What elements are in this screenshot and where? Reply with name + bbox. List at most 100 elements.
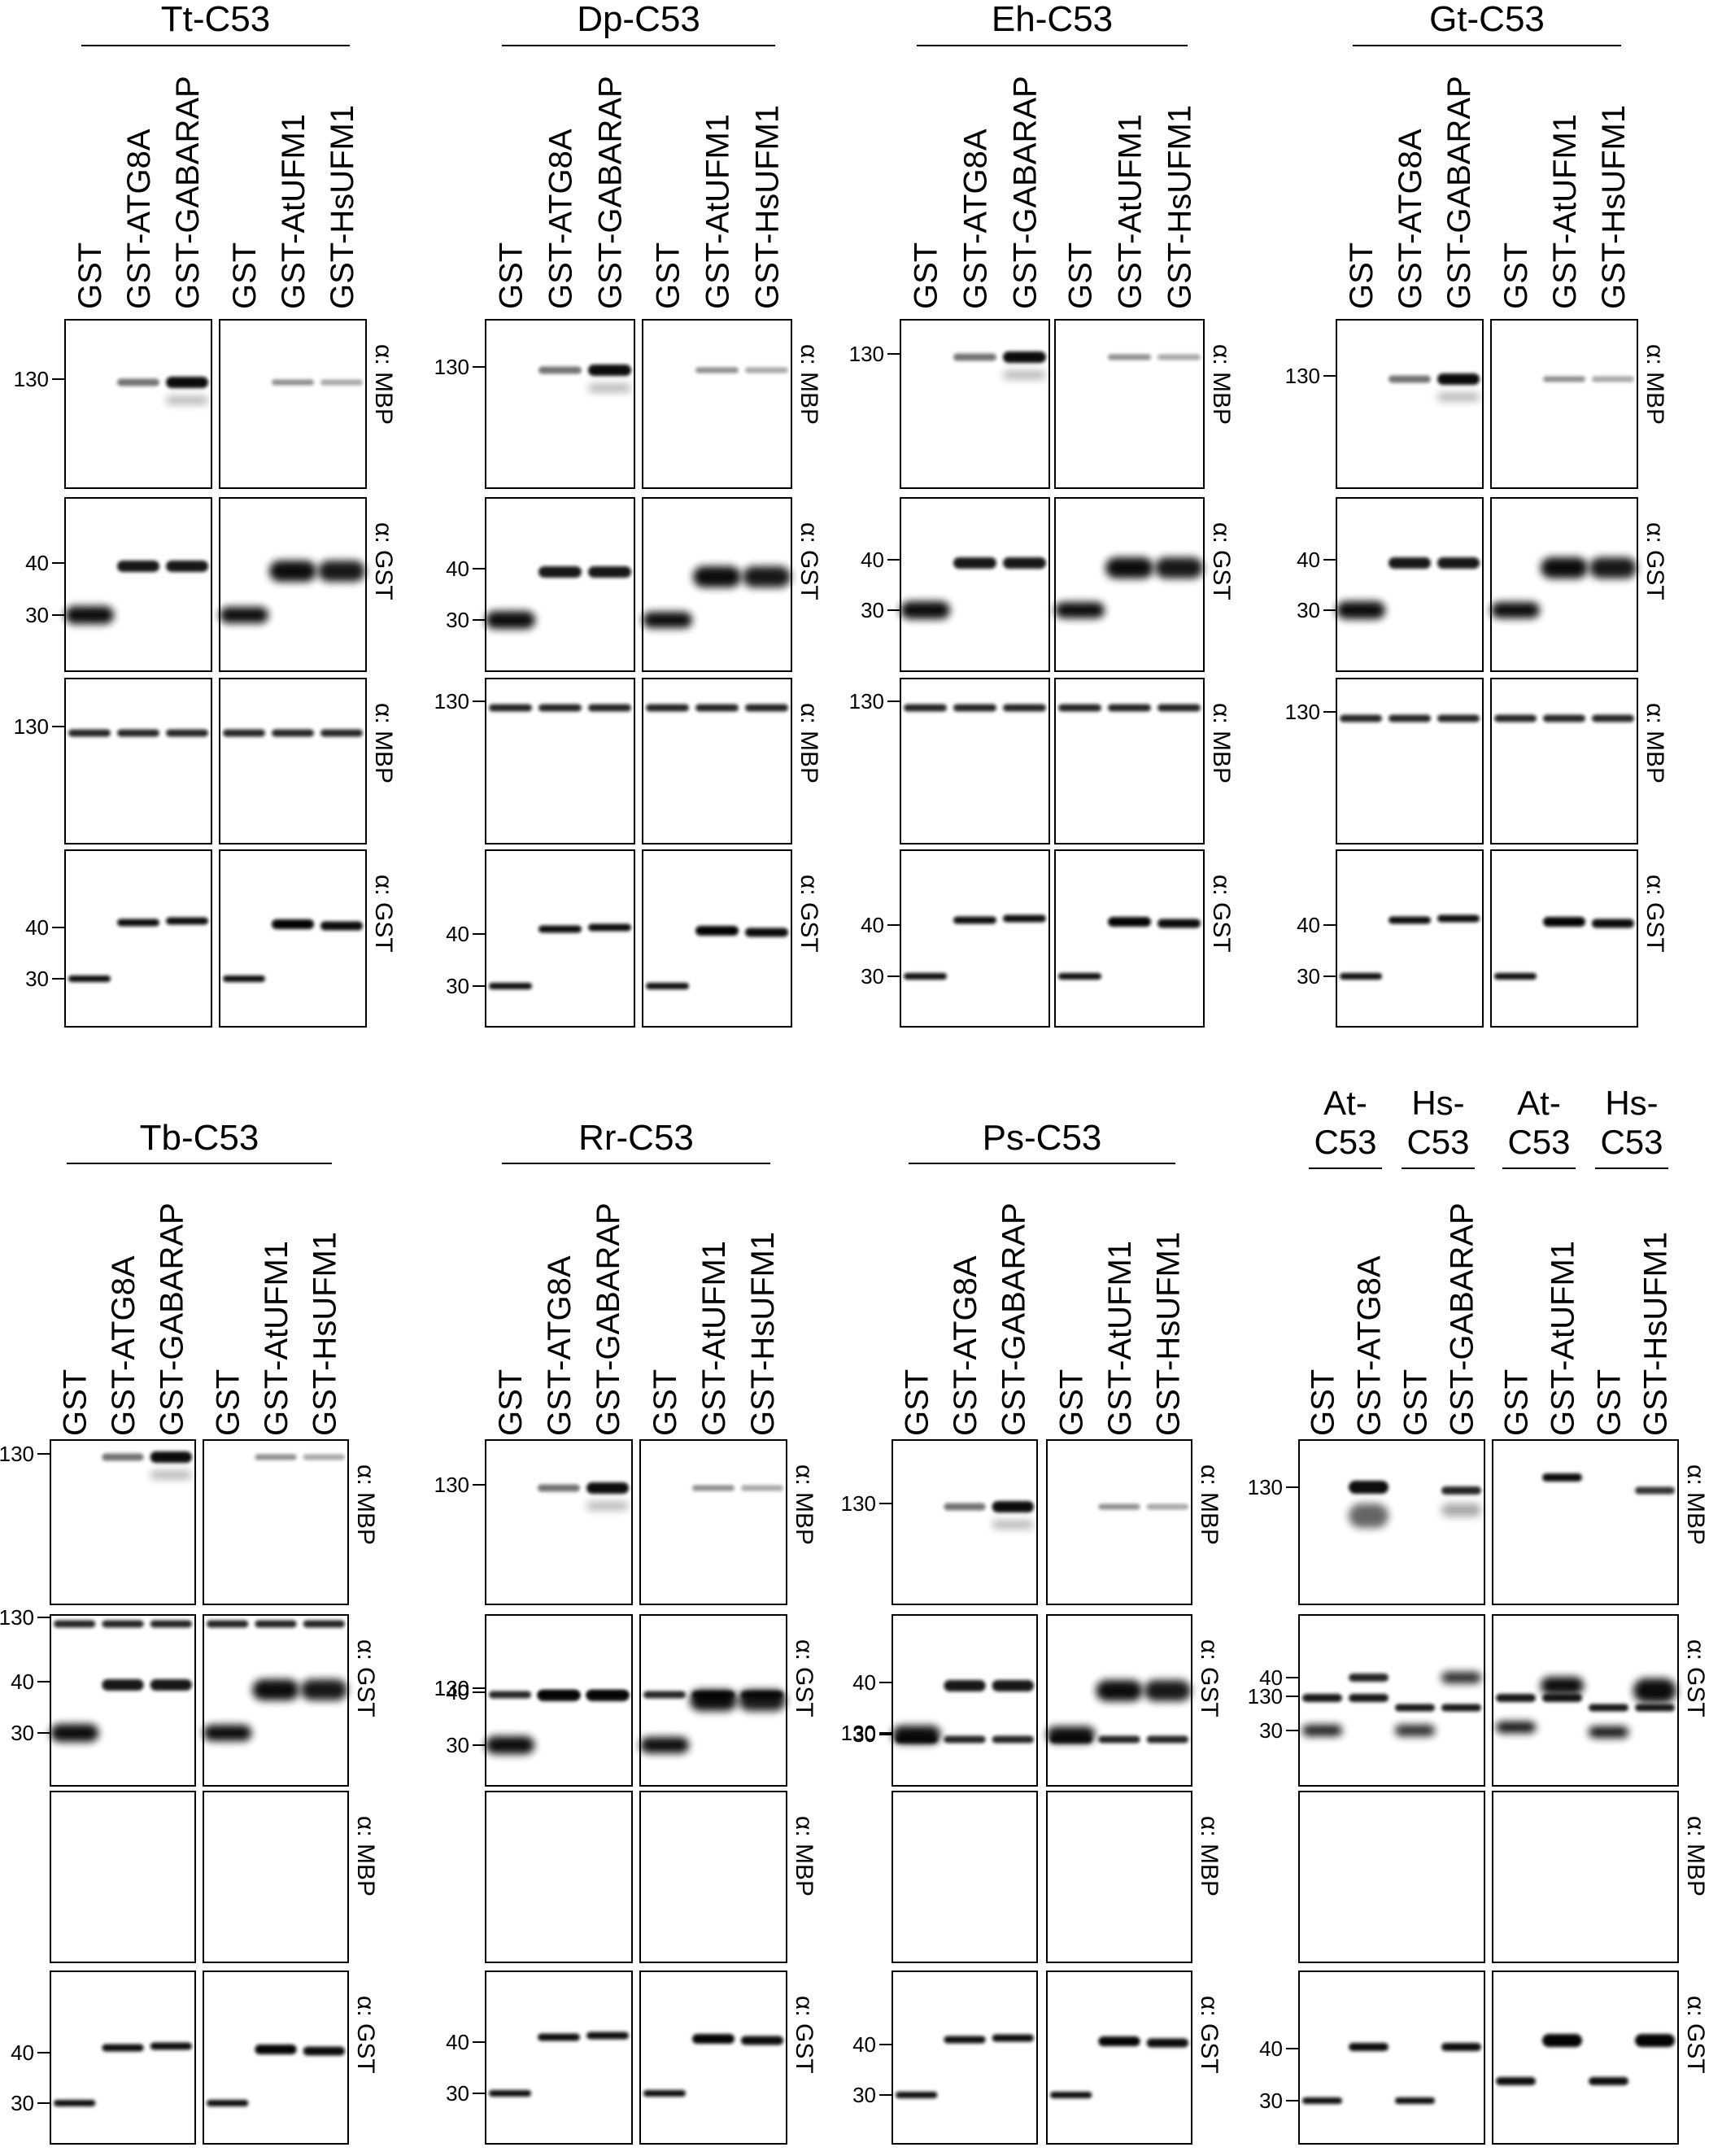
- lane-label: GST-ATG8A: [121, 129, 157, 309]
- band: [1050, 2092, 1092, 2098]
- band: [992, 1680, 1034, 1691]
- band: [1633, 1678, 1676, 1703]
- antibody-label: α: GST: [370, 875, 397, 953]
- lane-label: GST-ATG8A: [948, 1255, 983, 1436]
- panel-title: Gt-C53: [1429, 0, 1545, 39]
- blot-box-left: [900, 319, 1050, 489]
- band: [538, 566, 582, 578]
- antibody-label: α: MBP: [791, 1816, 817, 1896]
- band: [203, 1725, 252, 1741]
- band: [207, 1620, 249, 1628]
- blot-box-left: [485, 319, 635, 489]
- marker-label: 130: [849, 689, 884, 714]
- band: [588, 384, 631, 392]
- band: [1541, 1677, 1584, 1695]
- panel-title: Tb-C53: [140, 1118, 259, 1158]
- lane-label: GST-HsUFM1: [1150, 1232, 1186, 1436]
- band: [904, 704, 947, 712]
- marker-label: 130: [14, 714, 49, 739]
- band: [586, 2032, 629, 2040]
- blot-box-left: [1336, 678, 1484, 845]
- band: [255, 2045, 297, 2054]
- marker-label: 130: [434, 1676, 469, 1700]
- marker-label: 130: [841, 1721, 876, 1745]
- marker-label: 40: [11, 1669, 34, 1694]
- band: [1589, 557, 1637, 578]
- antibody-label: α: MBP: [370, 344, 397, 425]
- band: [117, 561, 159, 572]
- lane-label: GST: [1592, 1369, 1628, 1436]
- band: [117, 729, 159, 737]
- lane-label: GST: [1344, 242, 1380, 309]
- band: [1105, 557, 1153, 578]
- band: [1543, 917, 1585, 927]
- band: [489, 1691, 531, 1699]
- panel-2: Dp-C53 GST GST-ATG8A GST-GABARAP GST GST-AtUF…: [434, 0, 822, 1028]
- marker-label: 30: [11, 2091, 34, 2115]
- blot-box-right: [639, 1791, 787, 1963]
- blot-box-left: [485, 1791, 633, 1963]
- band: [486, 611, 535, 629]
- blot-box-right: [219, 849, 367, 1028]
- lane-label: GST-ATG8A: [542, 1255, 578, 1436]
- band: [643, 2090, 686, 2097]
- blot-box-left: [50, 1971, 196, 2145]
- lane-label: GST-ATG8A: [543, 129, 579, 309]
- band: [944, 1503, 986, 1511]
- blot-box-left: [1298, 1791, 1485, 1963]
- control-header: Hs-: [1411, 1084, 1464, 1122]
- band: [1349, 1481, 1388, 1494]
- lane-label: GST-HsUFM1: [1162, 105, 1198, 309]
- blot-box-left: [1336, 319, 1484, 489]
- blot-box-right: [1046, 1439, 1192, 1605]
- band: [1098, 1504, 1140, 1510]
- blot-box-left: [1298, 1439, 1485, 1605]
- lane-label: GST-HsUFM1: [745, 1232, 781, 1436]
- band: [255, 1620, 297, 1628]
- blot-box-right: [219, 678, 367, 845]
- marker-label: 30: [25, 967, 49, 991]
- antibody-label: α: MBP: [1208, 703, 1235, 783]
- antibody-label: α: GST: [1641, 875, 1668, 953]
- lane-label: GST: [900, 1369, 935, 1436]
- marker-label: 40: [446, 922, 469, 946]
- band: [646, 983, 689, 989]
- marker-label: 130: [434, 689, 469, 714]
- blot-box-left: [900, 678, 1050, 845]
- band: [1496, 1694, 1536, 1702]
- band: [953, 704, 996, 712]
- blot-box-right: [1046, 1791, 1192, 1963]
- band: [1050, 1735, 1092, 1744]
- antibody-label: α: MBP: [791, 1464, 817, 1545]
- blot-box-right: [642, 319, 792, 489]
- marker-label: 30: [446, 1733, 469, 1757]
- blot-box-right: [203, 1439, 349, 1605]
- band: [166, 561, 208, 572]
- blot-box-left: [1336, 849, 1484, 1028]
- panel-title: Rr-C53: [578, 1118, 694, 1158]
- blot-box-right: [1054, 319, 1205, 489]
- band: [166, 396, 208, 404]
- panel-title: Eh-C53: [992, 0, 1113, 39]
- band: [538, 925, 582, 933]
- marker-label: 130: [1248, 1684, 1283, 1709]
- lane-label: GST-AtUFM1: [700, 114, 736, 309]
- blot-box-left: [64, 497, 212, 672]
- marker-label: 40: [1259, 2036, 1283, 2061]
- band: [150, 1451, 192, 1463]
- band: [117, 919, 159, 927]
- band: [1441, 1504, 1481, 1517]
- antibody-label: α: GST: [796, 522, 822, 600]
- antibody-label: α: GST: [1641, 522, 1668, 600]
- band: [102, 1679, 144, 1691]
- band: [303, 1454, 345, 1460]
- marker-label: 30: [852, 1722, 876, 1747]
- marker-label: 30: [446, 974, 469, 998]
- lane-label: GST-AtUFM1: [696, 1241, 732, 1436]
- lane-label: GST-GABARAP: [1441, 76, 1477, 309]
- blot-box-right: [1054, 497, 1205, 672]
- marker-label: 40: [25, 551, 49, 575]
- blot-box-right: [1046, 1614, 1192, 1787]
- antibody-label: α: MBP: [352, 1464, 379, 1545]
- marker-label: 30: [446, 2081, 469, 2106]
